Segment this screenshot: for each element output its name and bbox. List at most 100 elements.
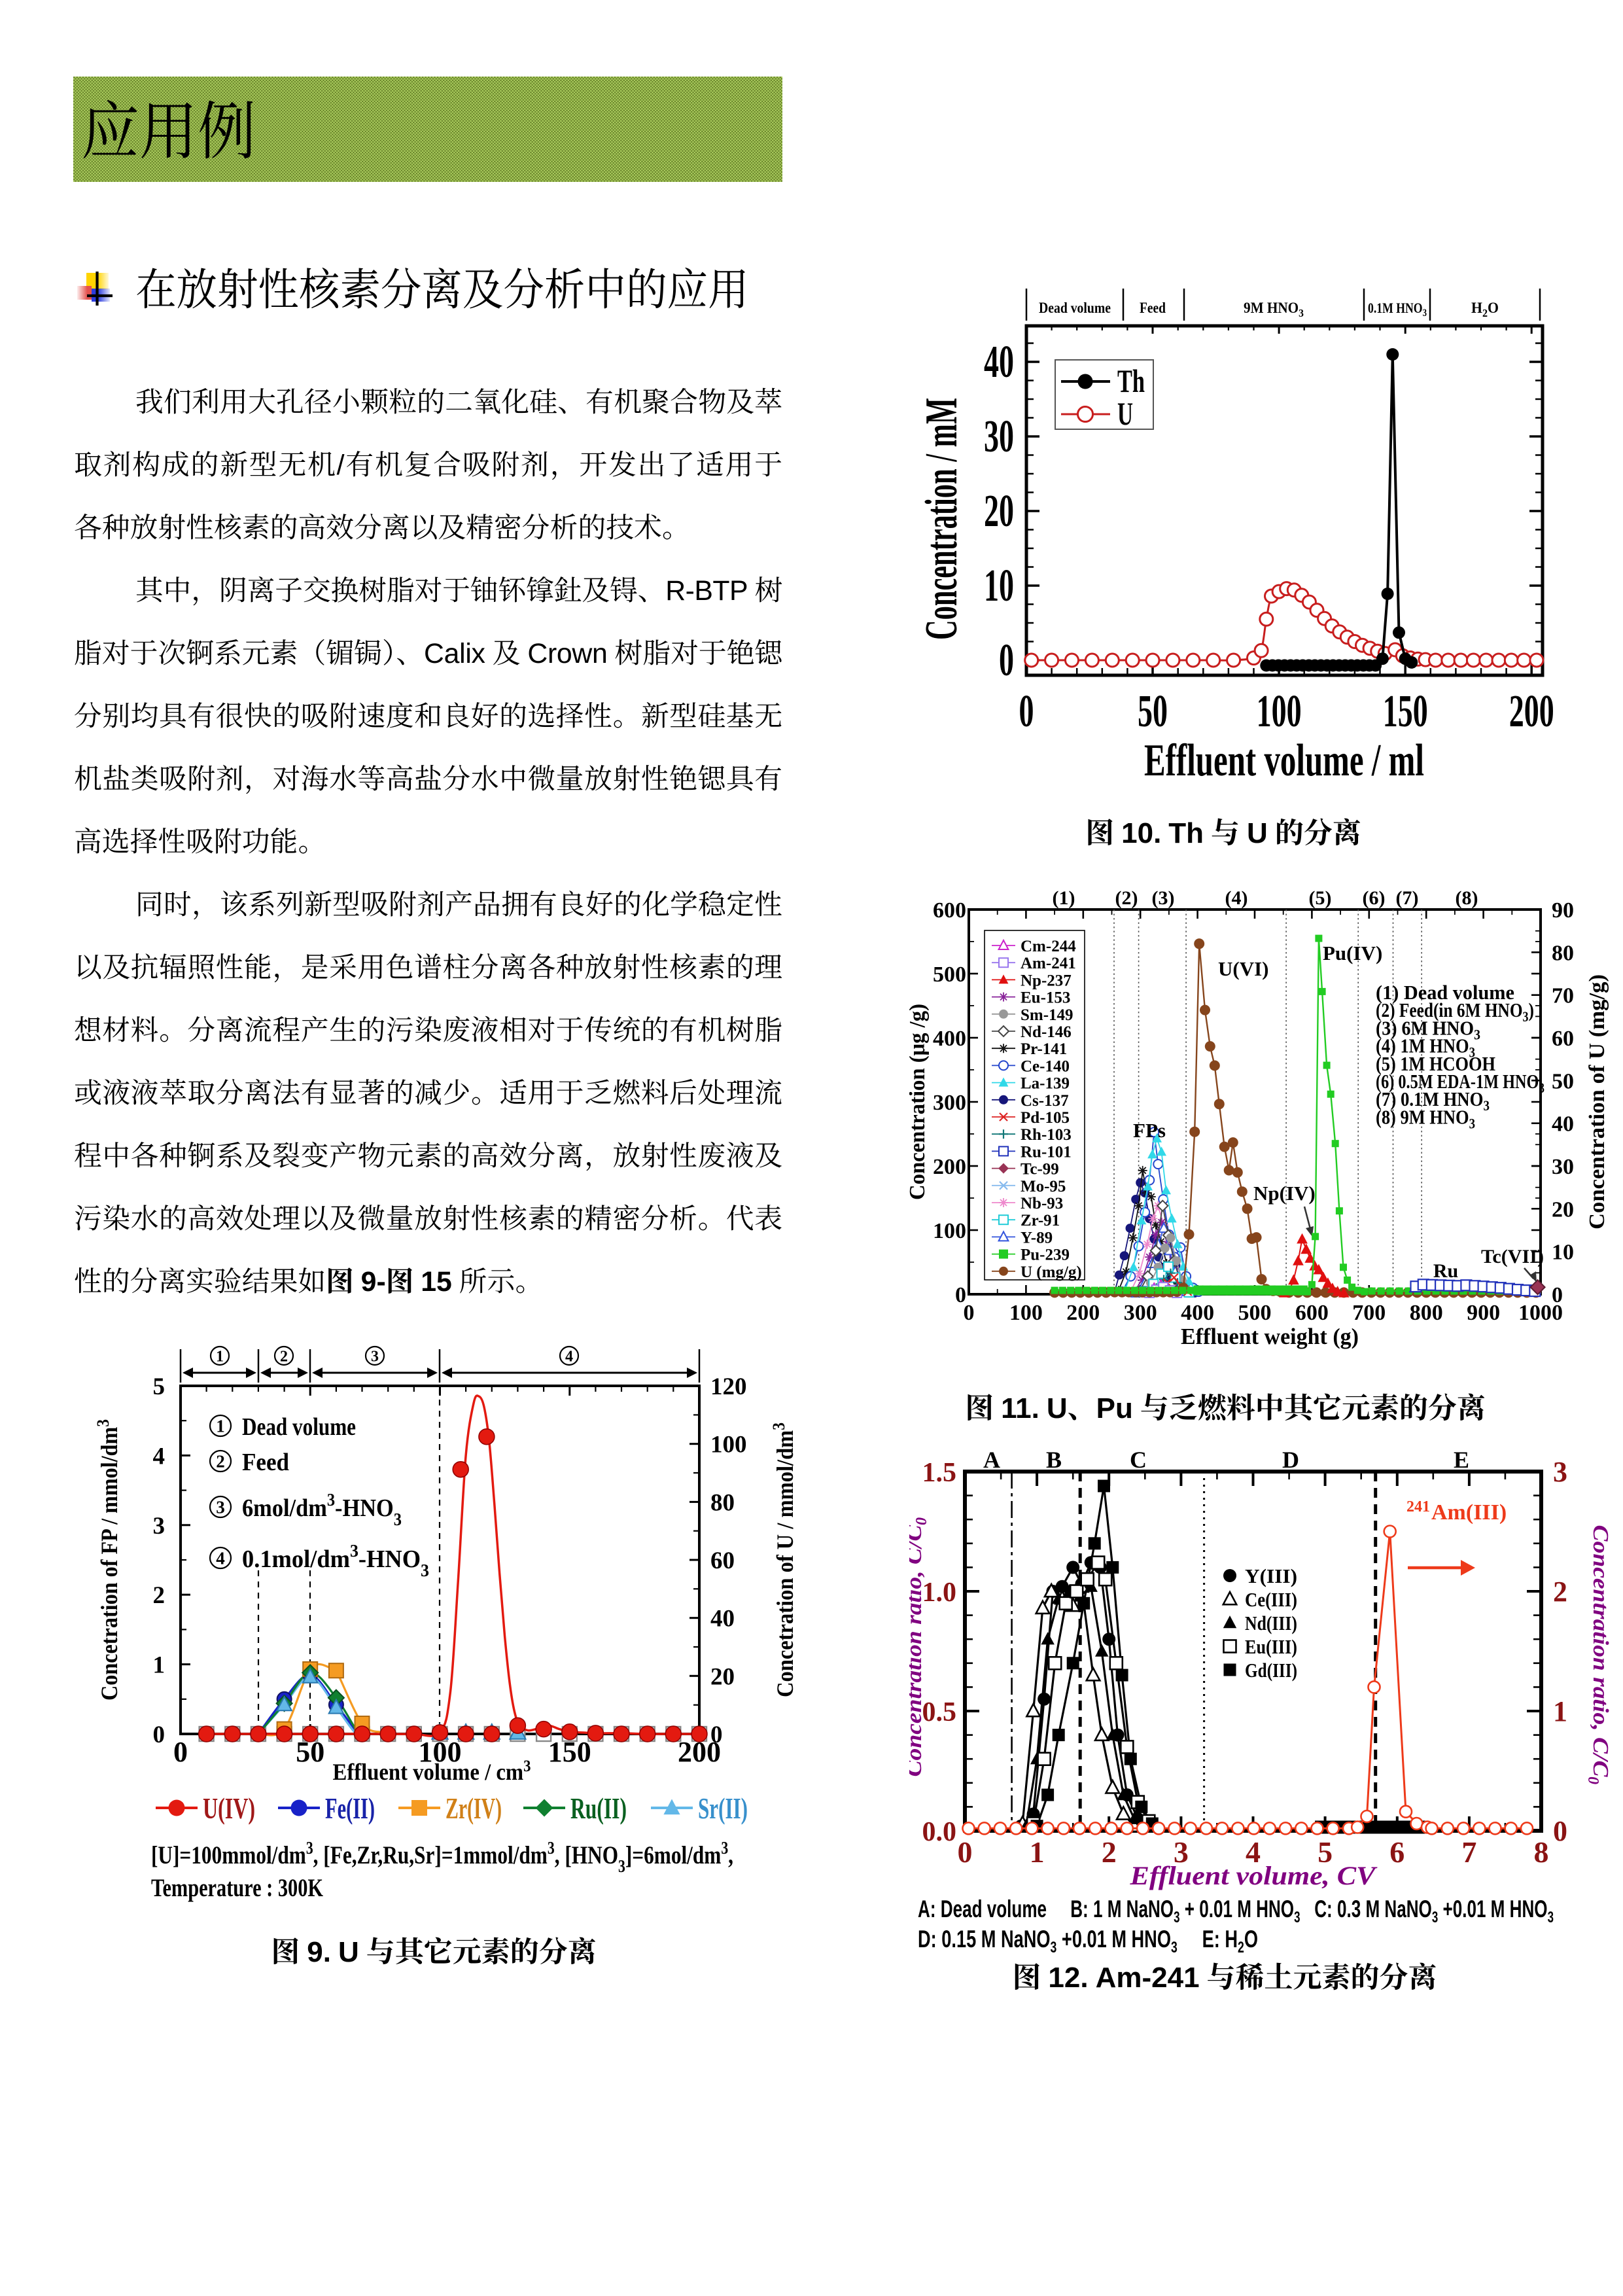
svg-text:0: 0: [913, 1517, 930, 1525]
svg-text:Fe(II): Fe(II): [325, 1792, 375, 1825]
svg-text:300: 300: [1124, 1301, 1157, 1325]
svg-text:150: 150: [1383, 686, 1428, 737]
svg-text:2: 2: [1102, 1835, 1117, 1869]
svg-text:Pu-239: Pu-239: [1021, 1246, 1070, 1264]
svg-text:0: 0: [964, 1301, 975, 1325]
svg-text:(3) 6M HNO3: (3) 6M HNO3: [1376, 1016, 1480, 1042]
svg-text:0: 0: [955, 1283, 966, 1307]
svg-text:Pr-141: Pr-141: [1021, 1040, 1067, 1058]
svg-text:600: 600: [933, 898, 966, 923]
svg-text:Mo-95: Mo-95: [1021, 1178, 1066, 1195]
svg-text:3: 3: [371, 1348, 379, 1365]
svg-text:0: 0: [999, 635, 1014, 686]
svg-text:(3): (3): [1152, 887, 1175, 909]
svg-text:Concetration of U / mmol/dm3: Concetration of U / mmol/dm3: [769, 1422, 798, 1697]
svg-text:La-139: La-139: [1021, 1075, 1070, 1093]
svg-text:4: 4: [216, 1548, 225, 1568]
svg-text:A: Dead volume B: 1 M NaNO: A: Dead volume B: 1 M NaNO3 + 0.01 M HNO…: [918, 1896, 1554, 1926]
svg-text:Zr-91: Zr-91: [1021, 1212, 1060, 1229]
svg-text:600: 600: [1295, 1301, 1329, 1325]
svg-text:U: U: [1117, 395, 1133, 432]
svg-text:Effluent volume / cm3: Effluent volume / cm3: [333, 1757, 531, 1785]
svg-text:Am-241: Am-241: [1021, 955, 1076, 972]
svg-text:4: 4: [153, 1443, 166, 1470]
svg-text:(1) Dead volume: (1) Dead volume: [1376, 981, 1514, 1004]
svg-text:30: 30: [984, 412, 1014, 462]
svg-text:1: 1: [216, 1348, 224, 1365]
svg-text:40: 40: [984, 337, 1014, 387]
svg-text:100: 100: [1257, 686, 1302, 737]
svg-text:40: 40: [1552, 1112, 1574, 1137]
svg-text:B: B: [1046, 1447, 1062, 1473]
svg-text:Feed: Feed: [242, 1449, 289, 1476]
svg-text:Feed: Feed: [1140, 300, 1166, 316]
svg-text:Ce-140: Ce-140: [1021, 1057, 1070, 1075]
svg-text:0.5: 0.5: [922, 1697, 957, 1727]
svg-text:2: 2: [216, 1451, 225, 1471]
svg-text:Th: Th: [1117, 362, 1145, 399]
svg-text:[U]=100mmol/dm3, [Fe,Zr,Ru,Sr]: [U]=100mmol/dm3, [Fe,Zr,Ru,Sr]=1mmol/dm3…: [151, 1838, 733, 1876]
svg-text:Tc(VII): Tc(VII): [1481, 1246, 1544, 1267]
svg-text:D: D: [1282, 1447, 1299, 1473]
svg-text:(1): (1): [1053, 887, 1075, 909]
svg-text:Pd-105: Pd-105: [1021, 1109, 1070, 1127]
svg-text:0.0: 0.0: [922, 1817, 957, 1847]
svg-text:C: C: [1130, 1447, 1147, 1473]
svg-text:Effluent volume, CV: Effluent volume, CV: [1129, 1861, 1378, 1890]
svg-text:Effluent volume / ml: Effluent volume / ml: [1144, 735, 1424, 786]
svg-text:Nd-146: Nd-146: [1021, 1023, 1072, 1041]
svg-text:3: 3: [1553, 1456, 1567, 1488]
svg-text:(8): (8): [1456, 887, 1478, 909]
svg-text:200: 200: [933, 1155, 966, 1179]
svg-text:Np(IV): Np(IV): [1253, 1182, 1316, 1205]
svg-text:A: A: [983, 1447, 1000, 1473]
svg-text:50: 50: [1552, 1069, 1574, 1093]
svg-text:5: 5: [153, 1373, 166, 1400]
svg-text:500: 500: [1238, 1301, 1272, 1325]
svg-text:60: 60: [1552, 1027, 1574, 1051]
svg-text:0: 0: [1584, 1776, 1601, 1784]
svg-text:700: 700: [1352, 1301, 1386, 1325]
svg-text:(6): (6): [1363, 887, 1386, 909]
svg-text:Ru(II): Ru(II): [570, 1792, 627, 1825]
svg-text:3: 3: [216, 1497, 225, 1517]
svg-text:3: 3: [1174, 1835, 1189, 1869]
svg-text:Eu-153: Eu-153: [1021, 989, 1070, 1007]
svg-text:0: 0: [1552, 1283, 1563, 1307]
svg-text:90: 90: [1552, 898, 1574, 923]
svg-text:70: 70: [1552, 984, 1574, 1008]
svg-text:1: 1: [1553, 1695, 1567, 1727]
svg-text:D: 0.15 M NaNO3 +0.01 M HNO3: D: 0.15 M NaNO3 +0.01 M HNO3 E: H2O: [918, 1926, 1258, 1956]
svg-text:100: 100: [933, 1219, 966, 1243]
svg-text:Ce(III): Ce(III): [1245, 1588, 1297, 1611]
svg-text:Temperature : 300K: Temperature : 300K: [151, 1874, 324, 1902]
svg-text:0: 0: [1553, 1815, 1567, 1847]
svg-text:400: 400: [1181, 1301, 1214, 1325]
svg-text:Rh-103: Rh-103: [1021, 1126, 1072, 1144]
svg-text:1.5: 1.5: [922, 1458, 957, 1488]
svg-text:2: 2: [280, 1348, 288, 1365]
svg-text:Y(III): Y(III): [1245, 1564, 1297, 1587]
svg-text:Ru: Ru: [1433, 1260, 1458, 1282]
svg-text:7: 7: [1461, 1835, 1476, 1869]
svg-text:H2O: H2O: [1471, 300, 1499, 319]
svg-text:9M HNO3: 9M HNO3: [1244, 300, 1304, 319]
svg-text:20: 20: [984, 486, 1014, 537]
svg-text:Pu(IV): Pu(IV): [1323, 942, 1382, 964]
svg-text:0.1mol/dm3-HNO3: 0.1mol/dm3-HNO3: [242, 1541, 429, 1580]
svg-text:(6) 0.5M EDA-1M HNO3: (6) 0.5M EDA-1M HNO3: [1376, 1070, 1544, 1096]
svg-text:0.1M HNO3: 0.1M HNO3: [1368, 300, 1427, 319]
svg-text:(7) 0.1M HNO3: (7) 0.1M HNO3: [1376, 1087, 1490, 1114]
svg-text:U (mg/g): U (mg/g): [1021, 1263, 1082, 1281]
svg-text:(7): (7): [1396, 887, 1419, 909]
svg-text:(4): (4): [1225, 887, 1248, 909]
svg-text:4: 4: [1246, 1835, 1261, 1869]
svg-text:Sm-149: Sm-149: [1021, 1006, 1073, 1024]
svg-text:40: 40: [710, 1606, 735, 1633]
svg-text:6: 6: [1389, 1835, 1405, 1869]
svg-text:30: 30: [1552, 1155, 1574, 1179]
svg-text:8: 8: [1534, 1835, 1549, 1869]
svg-text:10: 10: [984, 561, 1014, 611]
svg-text:50: 50: [1138, 686, 1168, 737]
svg-text:Concentration (μg /g): Concentration (μg /g): [909, 1004, 930, 1200]
